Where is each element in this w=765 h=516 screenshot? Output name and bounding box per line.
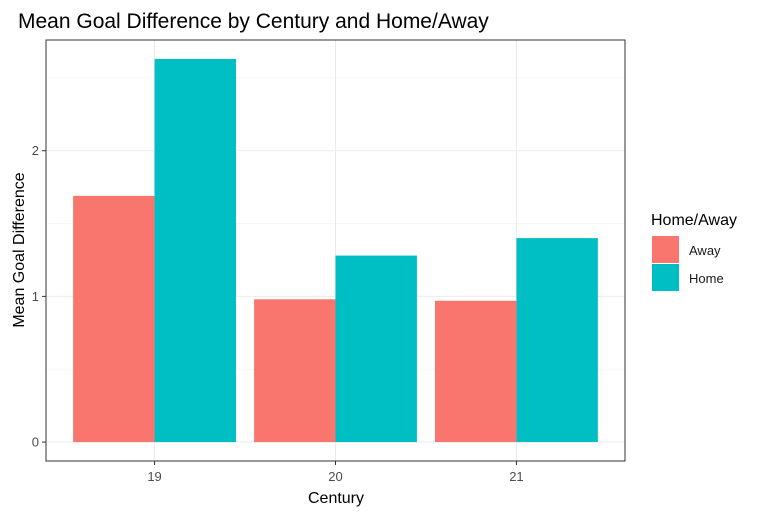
x-tick-label: 20 bbox=[328, 469, 342, 484]
legend-title: Home/Away bbox=[651, 212, 737, 229]
bar-away-20 bbox=[254, 299, 336, 443]
legend-label-home: Home bbox=[689, 271, 724, 286]
x-axis-title: Century bbox=[308, 490, 364, 507]
plot-area bbox=[45, 39, 626, 462]
y-tick-label: 2 bbox=[32, 143, 39, 158]
legend-label-away: Away bbox=[689, 243, 721, 258]
legend: Home/Away Away Home bbox=[651, 212, 737, 291]
bar-home-19 bbox=[154, 58, 236, 443]
bar-away-21 bbox=[435, 300, 517, 443]
y-axis: 0 1 2 bbox=[32, 143, 46, 450]
bars bbox=[73, 58, 598, 443]
bar-home-20 bbox=[335, 255, 417, 443]
x-tick-label: 19 bbox=[147, 469, 161, 484]
y-tick-label: 0 bbox=[32, 435, 39, 450]
y-axis-title: Mean Goal Difference bbox=[11, 172, 28, 327]
legend-swatch-home bbox=[652, 264, 679, 291]
chart-title: Mean Goal Difference by Century and Home… bbox=[18, 10, 489, 33]
legend-swatch-away bbox=[652, 236, 679, 263]
y-tick-label: 1 bbox=[32, 289, 39, 304]
x-tick-label: 21 bbox=[509, 469, 523, 484]
x-axis: 19 20 21 bbox=[147, 461, 524, 484]
bar-home-21 bbox=[516, 238, 598, 443]
bar-away-19 bbox=[73, 195, 155, 443]
